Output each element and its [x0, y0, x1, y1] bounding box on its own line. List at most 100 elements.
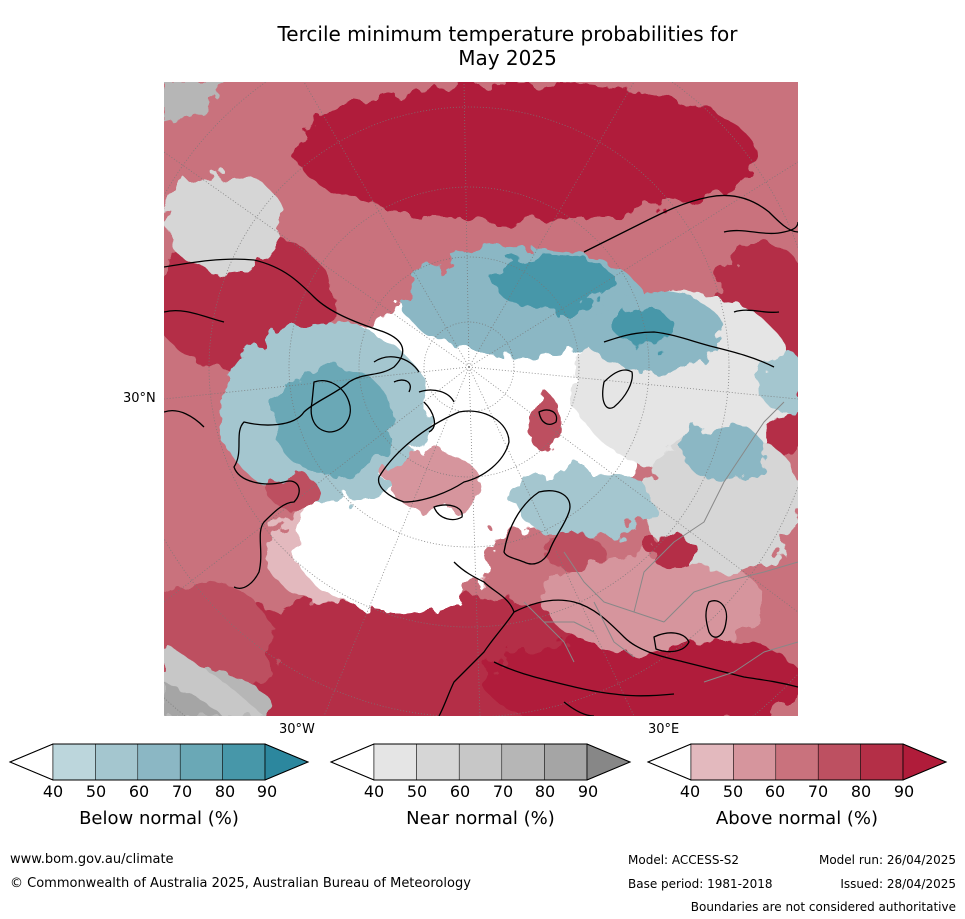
above-light-europe: [544, 552, 764, 652]
coast-scandinavia: [503, 490, 571, 565]
country-boundaries: [523, 401, 798, 683]
neutral-zone-russia: [644, 432, 798, 572]
cb-below-segment-40: [52, 743, 96, 781]
graticule: [164, 82, 798, 716]
cb-above-extend-low: [646, 743, 692, 781]
coastlines: [164, 194, 798, 716]
below-zone-siberia-core: [614, 309, 674, 345]
coast-chukotka: [723, 221, 798, 314]
cb-near-extend-low: [329, 743, 375, 781]
colorbar-above-svg: [646, 743, 948, 781]
cb-near-label: Near normal (%): [406, 808, 555, 829]
cb-above-tick-70: 70: [807, 782, 829, 801]
cb-below-segment-60: [137, 743, 181, 781]
cb-near-segment-70: [501, 743, 545, 781]
cb-near-segment-60: [458, 743, 503, 781]
footer-website: www.bom.gov.au/climate: [10, 852, 174, 867]
above-zone-north-pacific: [294, 82, 754, 222]
lon-label-30w: 30°W: [279, 722, 315, 737]
cb-near-segment-80: [544, 743, 588, 781]
cb-below-segment-50: [95, 743, 139, 781]
coast-alaska: [164, 310, 225, 428]
cb-near-segment-50: [416, 743, 460, 781]
coast-mediterranean: [493, 661, 675, 716]
cb-below-tick-80: 80: [214, 782, 236, 801]
chart-title: Tercile minimum temperature probabilitie…: [200, 22, 815, 70]
above-patch-caspian: [649, 537, 699, 567]
cb-above-segment-60: [775, 743, 819, 781]
map-svg: [164, 82, 798, 716]
cb-near-tick-60: 60: [449, 782, 471, 801]
footer-issued: Issued: 28/04/2025: [840, 877, 956, 891]
cb-above-tick-50: 50: [722, 782, 744, 801]
lat-label-30n: 30°N: [123, 391, 156, 406]
cb-near-extend-high: [586, 743, 632, 781]
cb-below-outline: [8, 743, 310, 781]
colorbar-below-svg: [8, 743, 310, 781]
cb-above-segment-50: [733, 743, 777, 781]
below-zone-arctic-core: [494, 254, 614, 310]
coast-north-america: [164, 258, 404, 589]
neutral-zone-alaska: [164, 172, 284, 272]
coast-caspian: [705, 600, 728, 638]
cb-above-tick-80: 80: [850, 782, 872, 801]
cb-below-tick-70: 70: [171, 782, 193, 801]
above-patch-baltic: [544, 534, 604, 570]
coast-hudson-bay: [310, 380, 351, 433]
colorbar-below: 40 50 60 70 80 90 Below normal (%): [8, 743, 310, 829]
cb-near-segment-40: [373, 743, 417, 781]
footer-base-period: Base period: 1981-2018: [628, 877, 773, 891]
footer-model-run: Model run: 26/04/2025: [818, 853, 956, 867]
grey-corner-bottom-left-dark: [164, 682, 224, 716]
cb-above-tick-90: 90: [893, 782, 915, 801]
coast-iceland: [433, 504, 463, 521]
cb-near-tick-80: 80: [534, 782, 556, 801]
colorbar-near-svg: [329, 743, 632, 781]
title-line-2: May 2025: [458, 46, 557, 70]
cb-above-extend-high: [902, 743, 948, 781]
cb-below-label: Below normal (%): [79, 808, 239, 829]
cb-above-segment-40: [690, 743, 734, 781]
cb-below-tick-40: 40: [42, 782, 64, 801]
cb-above-label: Above normal (%): [715, 808, 879, 829]
footer-copyright: © Commonwealth of Australia 2025, Austra…: [10, 876, 471, 891]
cb-near-outline: [329, 743, 632, 781]
below-zone-canada-core: [274, 367, 394, 477]
title-line-1: Tercile minimum temperature probabilitie…: [277, 22, 738, 46]
above-patch-greenland: [389, 452, 479, 512]
cb-above-tick-60: 60: [764, 782, 786, 801]
cb-below-tick-90: 90: [256, 782, 278, 801]
grey-corner-top-left: [164, 82, 224, 122]
above-zone-mediterranean: [484, 632, 798, 716]
footer-disclaimer: Boundaries are not considered authoritat…: [690, 900, 956, 914]
coast-siberia: [583, 194, 798, 368]
cb-near-tick-40: 40: [363, 782, 385, 801]
cb-near-tick-70: 70: [492, 782, 514, 801]
probability-map: [164, 82, 798, 716]
cb-below-segment-70: [179, 743, 223, 781]
coast-arctic-islands: [373, 356, 455, 433]
footer-model: Model: ACCESS-S2: [628, 853, 740, 867]
below-zone-scandinavia: [514, 467, 654, 537]
coast-svalbard: [538, 409, 558, 425]
coast-europe: [438, 561, 798, 716]
cb-above-segment-70: [817, 743, 861, 781]
cb-below-segment-80: [222, 743, 266, 781]
cb-below-extend-high: [264, 743, 310, 781]
colorbar-above: 40 50 60 70 80 90 Above normal (%): [646, 743, 948, 829]
above-patch-labrador: [269, 474, 319, 510]
colorbar-near: 40 50 60 70 80 90 Near normal (%): [329, 743, 632, 829]
cb-below-tick-50: 50: [85, 782, 107, 801]
cb-above-tick-40: 40: [679, 782, 701, 801]
cb-near-tick-90: 90: [577, 782, 599, 801]
below-zone-west-russia: [684, 422, 764, 482]
cb-below-extend-low: [8, 743, 54, 781]
cb-above-outline: [646, 743, 948, 781]
coast-novaya-zemlya: [602, 369, 633, 409]
cb-near-tick-50: 50: [406, 782, 428, 801]
coast-black-sea: [653, 632, 690, 653]
cb-below-tick-60: 60: [128, 782, 150, 801]
lon-label-30e: 30°E: [648, 722, 680, 737]
cb-above-segment-80: [860, 743, 904, 781]
below-zone-central-asia: [759, 352, 798, 412]
